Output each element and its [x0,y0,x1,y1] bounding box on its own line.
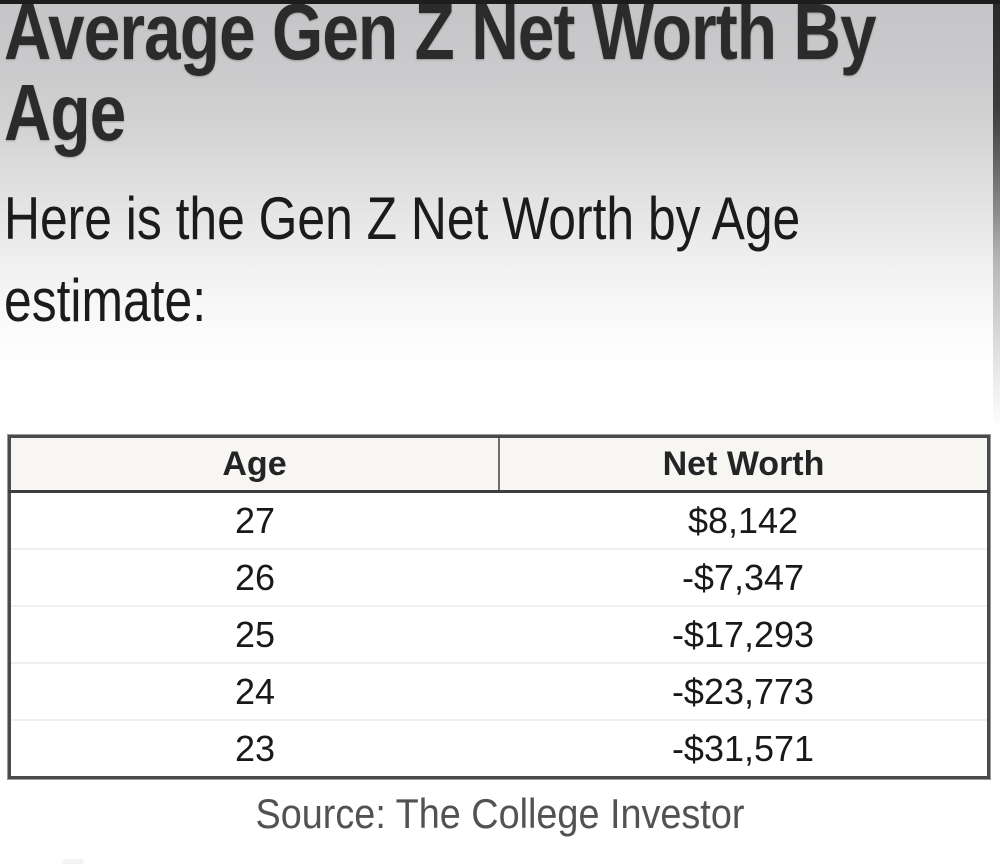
bottom-smudge [62,859,84,864]
age-cell: 27 [9,491,499,550]
networth-cell: -$23,773 [499,663,989,721]
age-cell: 26 [9,549,499,607]
column-header-networth: Net Worth [499,436,989,493]
networth-cell: $8,142 [499,491,989,550]
networth-table: Age Net Worth 27 $8,142 26 -$7,347 25 -$… [8,435,990,779]
table-row: 23 -$31,571 [10,720,989,778]
networth-cell: -$7,347 [499,549,989,607]
table-row: 27 $8,142 [9,491,989,550]
age-cell: 25 [9,606,499,664]
table-row: 25 -$17,293 [9,606,989,664]
intro-line-2: estimate: [4,267,207,334]
age-cell: 24 [9,663,499,721]
page-title-line-2: Age [4,68,126,157]
source-caption: Source: The College Investor [255,790,745,837]
intro-text: Here is the Gen Z Net Worth by Age estima… [4,178,800,342]
right-edge-shadow [993,0,1000,430]
table-header-row: Age Net Worth [9,436,989,493]
column-header-age: Age [9,436,500,493]
table-row: 24 -$23,773 [9,663,989,721]
page-title-line-1: Average Gen Z Net Worth By [4,0,877,76]
page-title: Average Gen Z Net Worth By Age [4,0,877,153]
age-cell: 23 [234,727,276,769]
top-edge-bar [0,0,1000,4]
table-row: 26 -$7,347 [9,549,989,607]
intro-line-1: Here is the Gen Z Net Worth by Age [4,185,801,252]
networth-cell: -$31,571 [671,727,815,769]
networth-cell: -$17,293 [499,606,989,664]
